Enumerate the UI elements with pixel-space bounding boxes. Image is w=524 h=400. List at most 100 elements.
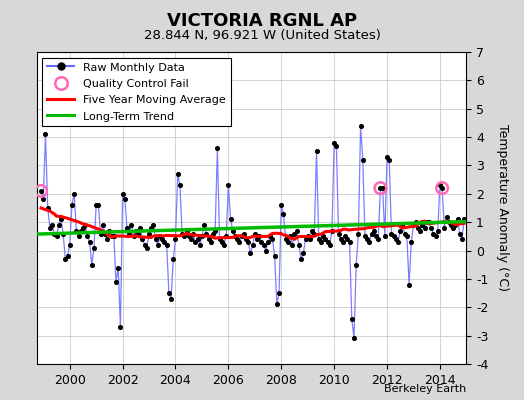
Point (61, 256, 70, 262)
Point (312, 148, 321, 154)
Point (127, 222, 136, 228)
Point (308, 228, 316, 234)
Point (363, 236, 372, 242)
Point (209, 230, 217, 237)
Point (145, 230, 153, 237)
Point (151, 236, 160, 242)
Point (352, 262, 361, 268)
Point (250, 230, 259, 237)
Point (231, 233, 239, 240)
Point (436, 182, 444, 188)
Point (167, 296, 175, 302)
Point (184, 233, 193, 240)
Point (438, 185, 446, 191)
Point (261, 247, 270, 254)
Point (341, 233, 350, 240)
Point (204, 236, 213, 242)
Point (316, 239, 325, 245)
Point (134, 230, 142, 237)
Point (345, 239, 354, 245)
Point (325, 242, 334, 248)
Point (444, 219, 453, 225)
Point (112, 278, 120, 285)
Point (235, 239, 244, 245)
Point (358, 156, 367, 163)
Point (383, 154, 391, 160)
Point (277, 202, 286, 208)
Point (270, 253, 279, 260)
Point (189, 230, 198, 237)
Point (301, 236, 310, 242)
Point (447, 222, 455, 228)
Point (310, 230, 319, 237)
Point (79, 225, 87, 231)
Point (402, 233, 411, 240)
Point (70, 191, 79, 197)
Point (43, 205, 52, 211)
Point (140, 242, 149, 248)
Legend: Raw Monthly Data, Quality Control Fail, Five Year Moving Average, Long-Term Tren: Raw Monthly Data, Quality Control Fail, … (42, 58, 231, 126)
Point (283, 239, 292, 245)
Point (369, 228, 378, 234)
Point (424, 219, 433, 225)
Point (418, 222, 427, 228)
Point (246, 250, 255, 256)
Point (438, 185, 446, 191)
Text: Berkeley Earth: Berkeley Earth (384, 384, 466, 394)
Point (286, 233, 294, 240)
Point (266, 233, 275, 240)
Point (253, 236, 261, 242)
Point (321, 236, 330, 242)
Point (138, 236, 147, 242)
Point (180, 233, 189, 240)
Point (334, 230, 343, 237)
Point (195, 242, 204, 248)
Point (85, 239, 94, 245)
Point (305, 236, 314, 242)
Point (449, 225, 457, 231)
Point (105, 228, 114, 234)
Point (323, 239, 332, 245)
Point (50, 230, 59, 237)
Point (187, 236, 195, 242)
Y-axis label: Temperature Anomaly (°C): Temperature Anomaly (°C) (496, 124, 509, 292)
Point (66, 242, 74, 248)
Point (328, 228, 336, 234)
Point (389, 233, 398, 240)
Point (198, 233, 206, 240)
Point (414, 225, 422, 231)
Point (394, 239, 402, 245)
Point (242, 236, 250, 242)
Point (114, 264, 123, 271)
Point (336, 236, 345, 242)
Point (224, 182, 233, 188)
Point (279, 210, 288, 217)
Point (101, 230, 109, 237)
Point (433, 228, 442, 234)
Point (37, 188, 45, 194)
Point (365, 239, 374, 245)
Point (385, 156, 394, 163)
Point (39, 196, 48, 203)
Point (156, 233, 165, 240)
Point (350, 335, 358, 342)
Point (422, 219, 431, 225)
Point (453, 216, 462, 222)
Point (374, 236, 383, 242)
Point (409, 222, 418, 228)
Point (451, 222, 460, 228)
Point (400, 230, 409, 237)
Point (455, 230, 464, 237)
Point (147, 225, 156, 231)
Point (294, 242, 303, 248)
Point (372, 233, 380, 240)
Text: 28.844 N, 96.921 W (United States): 28.844 N, 96.921 W (United States) (144, 30, 380, 42)
Point (281, 236, 290, 242)
Point (136, 225, 145, 231)
Point (288, 242, 297, 248)
Point (182, 228, 191, 234)
Point (431, 233, 440, 240)
Point (46, 225, 54, 231)
Point (257, 239, 266, 245)
Point (420, 225, 429, 231)
